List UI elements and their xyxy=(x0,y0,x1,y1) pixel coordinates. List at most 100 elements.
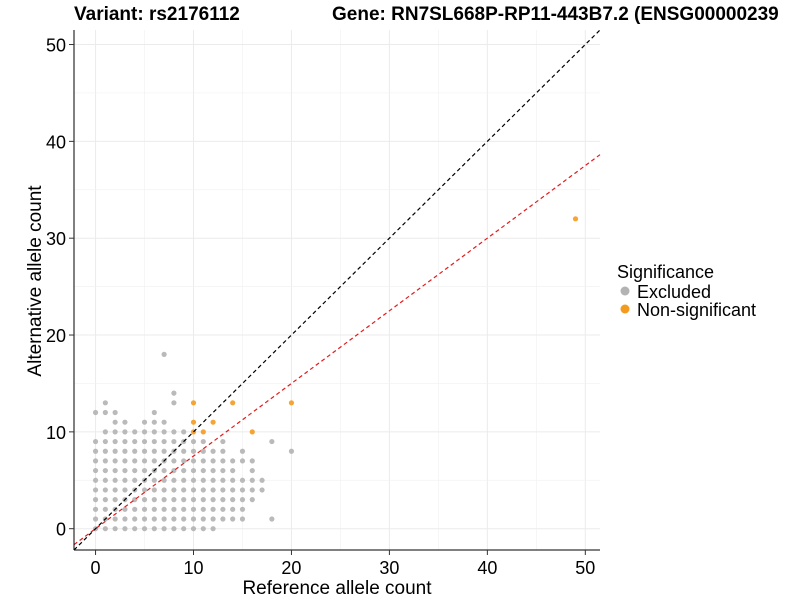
point-excluded xyxy=(239,477,246,483)
point-excluded xyxy=(102,477,108,483)
point-excluded xyxy=(239,497,246,503)
point-excluded xyxy=(200,458,206,464)
point-excluded xyxy=(161,438,167,445)
legend-label-excluded: Excluded xyxy=(637,282,711,302)
point-excluded xyxy=(230,477,236,483)
point-excluded xyxy=(220,497,226,503)
point-excluded xyxy=(141,487,148,493)
point-excluded xyxy=(112,477,118,483)
point-excluded xyxy=(102,506,108,512)
point-non-significant xyxy=(190,419,197,425)
point-excluded xyxy=(112,438,118,445)
point-excluded xyxy=(151,429,157,435)
point-excluded xyxy=(102,409,108,416)
x-tick-label: 50 xyxy=(575,558,595,578)
point-excluded xyxy=(220,477,226,483)
point-excluded xyxy=(112,458,118,464)
point-excluded xyxy=(132,516,138,522)
point-excluded xyxy=(190,526,197,532)
point-excluded xyxy=(141,526,148,532)
point-excluded xyxy=(230,516,236,522)
point-excluded xyxy=(151,516,157,522)
point-excluded xyxy=(190,448,197,454)
point-excluded xyxy=(151,526,157,532)
point-excluded xyxy=(92,438,99,445)
point-excluded xyxy=(151,438,157,445)
point-excluded xyxy=(112,526,118,532)
point-excluded xyxy=(141,516,148,522)
point-excluded xyxy=(132,458,138,464)
point-excluded xyxy=(122,448,128,454)
point-excluded xyxy=(249,487,255,493)
point-excluded xyxy=(239,516,246,522)
point-excluded xyxy=(92,497,99,503)
point-excluded xyxy=(190,438,197,445)
point-excluded xyxy=(132,477,138,483)
point-excluded xyxy=(171,487,177,493)
point-excluded xyxy=(220,458,226,464)
point-non-significant xyxy=(288,400,295,406)
point-excluded xyxy=(122,526,128,532)
reference-line-expected-ratio xyxy=(73,154,601,546)
point-excluded xyxy=(161,429,167,435)
point-excluded xyxy=(132,526,138,532)
point-excluded xyxy=(230,506,236,512)
point-non-significant xyxy=(200,429,206,435)
point-non-significant xyxy=(210,419,216,425)
point-excluded xyxy=(200,467,206,474)
point-excluded xyxy=(220,467,226,474)
point-excluded xyxy=(259,487,265,493)
point-excluded xyxy=(112,467,118,474)
point-excluded xyxy=(151,497,157,503)
point-excluded xyxy=(210,516,216,522)
point-excluded xyxy=(210,497,216,503)
x-axis-label: Reference allele count xyxy=(242,578,432,599)
point-excluded xyxy=(102,438,108,445)
point-excluded xyxy=(92,516,99,522)
point-excluded xyxy=(230,467,236,474)
point-excluded xyxy=(102,458,108,464)
point-excluded xyxy=(141,458,148,464)
point-excluded xyxy=(122,506,128,512)
point-excluded xyxy=(161,419,167,425)
x-tick-label: 30 xyxy=(379,558,399,578)
point-excluded xyxy=(122,467,128,474)
point-excluded xyxy=(239,506,246,512)
point-excluded xyxy=(92,477,99,483)
point-excluded xyxy=(190,487,197,493)
y-tick-label: 10 xyxy=(46,423,66,443)
point-excluded xyxy=(122,438,128,445)
point-excluded xyxy=(122,487,128,493)
point-excluded xyxy=(210,526,216,532)
point-excluded xyxy=(190,506,197,512)
point-excluded xyxy=(132,438,138,445)
data-points xyxy=(92,216,579,532)
point-excluded xyxy=(220,448,226,454)
point-excluded xyxy=(210,467,216,474)
point-excluded xyxy=(181,497,187,503)
point-excluded xyxy=(122,419,128,425)
point-non-significant xyxy=(249,429,255,435)
y-tick-label: 50 xyxy=(46,36,66,56)
point-excluded xyxy=(151,506,157,512)
point-excluded xyxy=(200,438,206,445)
point-excluded xyxy=(230,497,236,503)
legend-label-non-significant: Non-significant xyxy=(637,300,756,320)
point-excluded xyxy=(220,487,226,493)
point-excluded xyxy=(112,497,118,503)
point-excluded xyxy=(92,409,99,416)
point-excluded xyxy=(190,467,197,474)
point-excluded xyxy=(92,467,99,474)
point-excluded xyxy=(92,506,99,512)
point-excluded xyxy=(141,467,148,474)
point-excluded xyxy=(151,487,157,493)
legend-swatch-non-significant xyxy=(620,304,630,314)
point-excluded xyxy=(141,438,148,445)
point-excluded xyxy=(210,458,216,464)
point-excluded xyxy=(171,390,177,396)
point-excluded xyxy=(122,458,128,464)
point-excluded xyxy=(112,429,118,435)
legend-title: Significance xyxy=(617,262,714,282)
x-tick-label: 0 xyxy=(91,558,101,578)
point-excluded xyxy=(210,477,216,483)
